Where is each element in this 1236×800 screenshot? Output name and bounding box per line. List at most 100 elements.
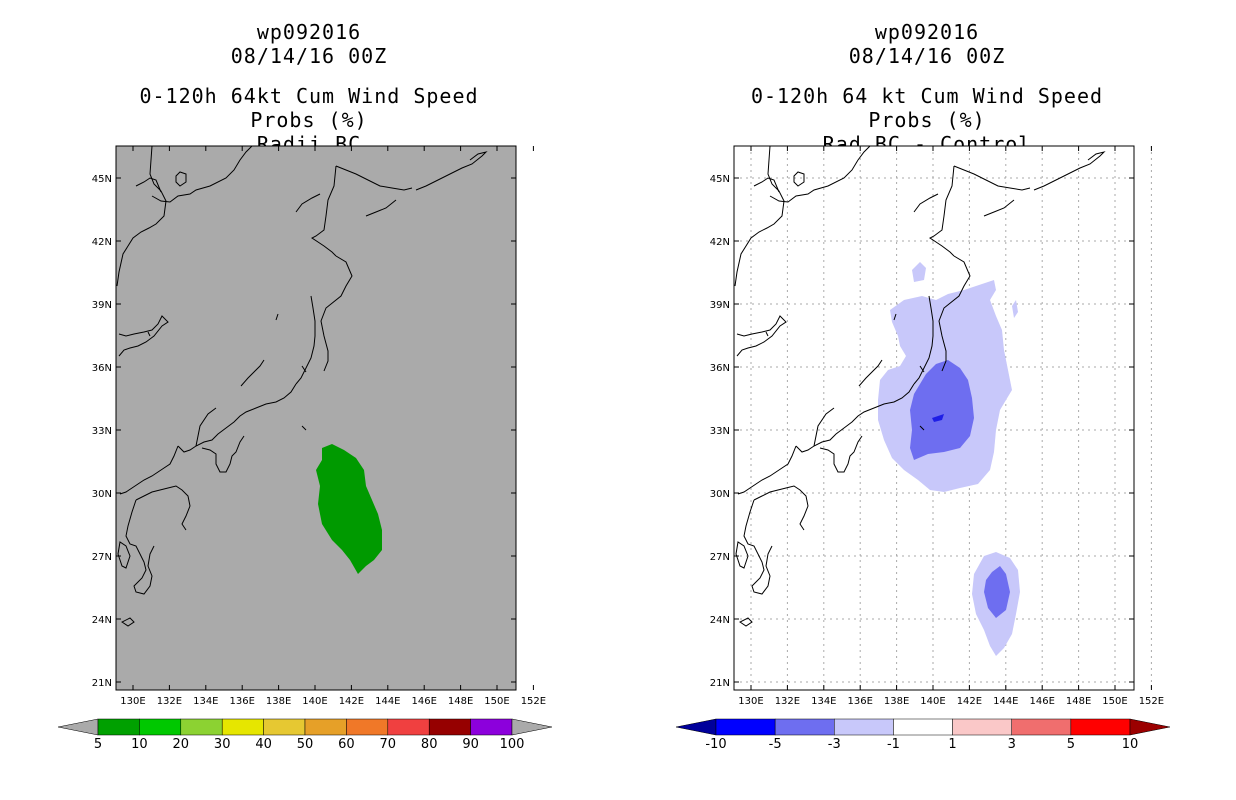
lon-label: 134E (193, 696, 218, 707)
right-lon-axis: 130E 132E 134E 136E 138E 140E 142E 144E 146E 148E… (738, 146, 1164, 707)
legend-swatch (97, 718, 140, 736)
left-date: 08/14/16 00Z (230, 44, 388, 68)
legend-label: 3 (1008, 737, 1016, 752)
legend-swatch (952, 718, 1012, 736)
lat-label: 27N (710, 552, 730, 563)
legend-label: 70 (380, 737, 397, 752)
left-plot-title: 0-120h 64kt Cum Wind Speed Probs (%) (139, 84, 479, 132)
lon-label: 150E (484, 696, 509, 707)
lon-label: 146E (1029, 696, 1054, 707)
right-diff-region-mid (910, 360, 974, 460)
left-storm-id: wp092016 (256, 20, 362, 44)
legend-label: 10 (1122, 737, 1139, 752)
right-diff-region-dark (932, 414, 944, 422)
left-map: 45N 42N 39N 36N 33N 30N 27N 24N 21N 130E 132E 134E… (57, 145, 553, 752)
lat-label: 42N (710, 237, 730, 248)
legend-label: 80 (421, 737, 438, 752)
legend-label: 100 (500, 737, 525, 752)
legend-arrow-high (1129, 718, 1171, 736)
lat-label: 21N (710, 678, 730, 689)
legend-label: 20 (173, 737, 190, 752)
left-lat-axis: 45N 42N 39N 36N 33N 30N 27N 24N 21N (92, 174, 516, 689)
lon-label: 136E (847, 696, 872, 707)
legend-label: 90 (462, 737, 479, 752)
legend-swatch (774, 718, 835, 736)
lon-label: 144E (375, 696, 400, 707)
lat-label: 30N (92, 489, 112, 500)
legend-label: -5 (769, 737, 782, 752)
lat-label: 39N (92, 300, 112, 311)
legend-label: 40 (255, 737, 272, 752)
left-map-background (115, 145, 517, 691)
legend-swatch (834, 718, 894, 736)
left-probability-region (316, 444, 382, 574)
lat-label: 45N (92, 174, 112, 185)
right-storm-id: wp092016 (874, 20, 980, 44)
lon-label: 130E (738, 696, 763, 707)
lat-label: 33N (710, 426, 730, 437)
right-diff-region-south-mid (984, 566, 1010, 618)
legend-label: 5 (94, 737, 102, 752)
lat-label: 39N (710, 300, 730, 311)
lon-label: 140E (920, 696, 945, 707)
legend-label: -10 (705, 737, 726, 752)
legend-swatch (387, 718, 430, 736)
legend-swatch (180, 718, 223, 736)
lat-label: 30N (710, 489, 730, 500)
legend-swatch (470, 718, 513, 736)
right-lat-axis: 45N 42N 39N 36N 33N 30N 27N 24N 21N (710, 174, 1134, 689)
legend-swatch (1070, 718, 1131, 736)
legend-swatch (1011, 718, 1072, 736)
lon-label: 152E (1139, 696, 1164, 707)
legend-label: 60 (338, 737, 355, 752)
lon-label: 138E (266, 696, 291, 707)
lon-label: 142E (339, 696, 364, 707)
legend-label: 5 (1067, 737, 1075, 752)
legend-swatch (221, 718, 264, 736)
legend-arrow-high (511, 718, 553, 736)
lon-label: 132E (775, 696, 800, 707)
lat-label: 24N (92, 615, 112, 626)
lat-label: 36N (92, 363, 112, 374)
lat-label: 42N (92, 237, 112, 248)
lat-label: 24N (710, 615, 730, 626)
lon-label: 144E (993, 696, 1018, 707)
lon-label: 140E (302, 696, 327, 707)
right-plot-title: 0-120h 64 kt Cum Wind Speed Probs (%) (750, 84, 1104, 132)
legend-arrow-low (675, 718, 717, 736)
right-diff-region-light-north (912, 262, 926, 282)
lat-label: 45N (710, 174, 730, 185)
lon-label: 148E (1066, 696, 1091, 707)
legend-swatch (715, 718, 776, 736)
lon-label: 152E (521, 696, 546, 707)
legend-label: 30 (214, 737, 231, 752)
lon-label: 138E (884, 696, 909, 707)
lon-label: 134E (811, 696, 836, 707)
legend-swatch (428, 718, 471, 736)
lat-label: 27N (92, 552, 112, 563)
legend-label: -3 (828, 737, 841, 752)
right-legend: -10 -5 -3 -1 1 3 5 10 (675, 718, 1171, 752)
left-legend: 5 10 20 30 40 50 60 70 80 90 100 (57, 718, 553, 752)
lon-label: 146E (411, 696, 436, 707)
legend-swatch (139, 718, 182, 736)
legend-swatch (304, 718, 347, 736)
lon-label: 150E (1102, 696, 1127, 707)
right-diff-region-light-dot (1012, 300, 1018, 318)
left-lon-axis: 130E 132E 134E 136E 138E 140E 142E 144E 146E 148E… (120, 146, 546, 707)
lon-label: 130E (120, 696, 145, 707)
lon-label: 136E (229, 696, 254, 707)
legend-label: -1 (887, 737, 900, 752)
lat-label: 21N (92, 678, 112, 689)
lat-label: 33N (92, 426, 112, 437)
legend-label: 50 (297, 737, 314, 752)
legend-label: 1 (948, 737, 956, 752)
right-date: 08/14/16 00Z (848, 44, 1006, 68)
right-map: 45N 42N 39N 36N 33N 30N 27N 24N 21N 130E 132E 134E… (675, 145, 1171, 752)
lon-label: 142E (957, 696, 982, 707)
legend-label: 10 (131, 737, 148, 752)
lat-label: 36N (710, 363, 730, 374)
legend-swatch (893, 718, 953, 736)
legend-swatch (346, 718, 389, 736)
